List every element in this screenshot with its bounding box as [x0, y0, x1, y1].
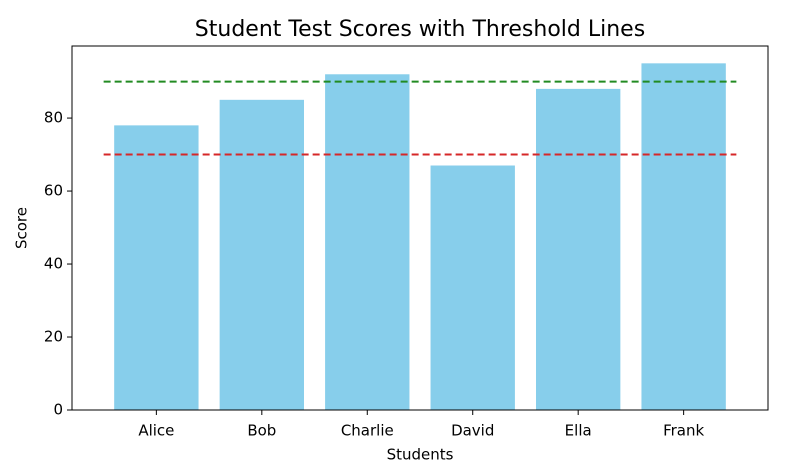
y-axis-label: Score [13, 207, 31, 249]
bar [536, 88, 621, 410]
bar [430, 165, 515, 410]
bar [114, 125, 199, 411]
y-tick-label: 20 [44, 328, 63, 346]
y-tick-label: 60 [44, 182, 63, 200]
bar [325, 74, 410, 410]
x-tick-label: Alice [138, 422, 174, 440]
y-tick-label: 0 [53, 401, 63, 419]
x-tick-label: Ella [565, 422, 592, 440]
bar [641, 63, 726, 410]
y-tick-label: 40 [44, 255, 63, 273]
x-tick-label: David [451, 422, 494, 440]
bar [219, 99, 304, 411]
chart-title: Student Test Scores with Threshold Lines [195, 17, 645, 42]
x-tick-label: Charlie [341, 422, 394, 440]
x-axis-label: Students [387, 446, 454, 464]
x-tick-label: Bob [247, 422, 276, 440]
plot-frame [71, 45, 769, 411]
x-tick-label: Frank [663, 422, 704, 440]
y-tick-label: 80 [44, 109, 63, 127]
